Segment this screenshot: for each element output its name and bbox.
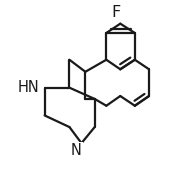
Text: N: N bbox=[70, 143, 81, 158]
Text: HN: HN bbox=[18, 80, 40, 95]
Text: F: F bbox=[112, 5, 121, 20]
